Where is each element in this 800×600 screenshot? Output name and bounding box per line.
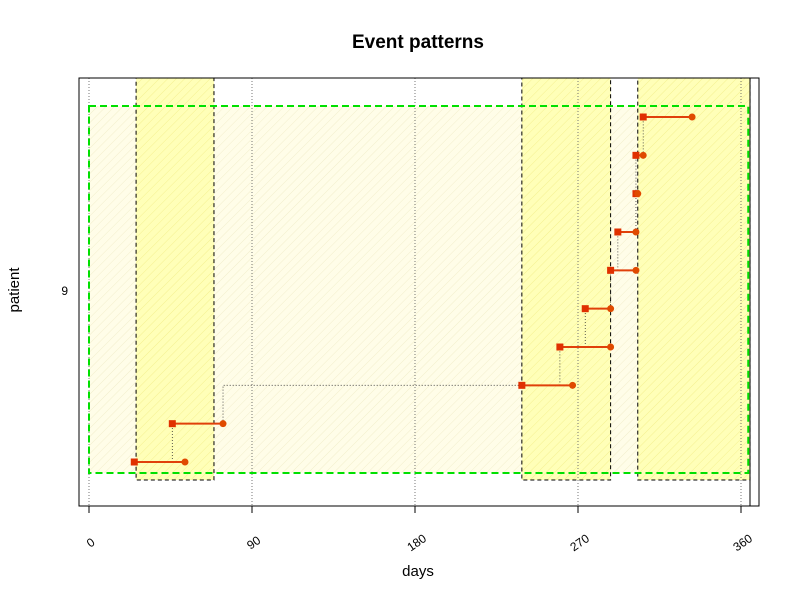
event-start-marker-4: [556, 343, 564, 351]
event-start-marker-7: [614, 228, 622, 236]
event-end-marker-3: [569, 381, 577, 389]
event-end-marker-10: [688, 113, 696, 121]
chart-title: Event patterns: [352, 32, 484, 53]
x-tick-label-3: 270: [567, 531, 592, 554]
event-start-marker-3: [518, 381, 526, 389]
event-end-marker-8: [634, 190, 642, 198]
event-start-marker-9: [632, 151, 640, 159]
event-end-marker-2: [219, 420, 227, 428]
event-start-marker-2: [168, 420, 176, 428]
event-end-marker-6: [632, 266, 640, 274]
highlight-band-2: [521, 77, 612, 481]
event-start-marker-10: [639, 113, 647, 121]
event-end-marker-7: [632, 228, 640, 236]
highlight-band-3: [637, 77, 751, 481]
event-connector-2: [222, 384, 522, 424]
event-start-marker-6: [607, 266, 615, 274]
event-end-marker-1: [181, 458, 189, 466]
event-start-marker-1: [130, 458, 138, 466]
y-axis-label: patient: [6, 267, 23, 313]
x-tick-label-4: 360: [730, 531, 755, 554]
x-axis-label: days: [402, 563, 434, 580]
x-tick-label-1: 90: [244, 533, 263, 552]
x-tick-label-0: 0: [84, 535, 98, 550]
event-end-marker-5: [607, 305, 615, 313]
y-tick-label-0: 9: [61, 284, 68, 298]
highlight-band-1: [135, 77, 215, 481]
event-end-marker-4: [607, 343, 615, 351]
plot-area: 0 90 180 270 360 9: [61, 77, 760, 554]
x-tick-label-2: 180: [404, 531, 429, 554]
event-start-marker-5: [581, 305, 589, 313]
overall-window-outline: [88, 105, 750, 474]
event-end-marker-9: [639, 151, 647, 159]
